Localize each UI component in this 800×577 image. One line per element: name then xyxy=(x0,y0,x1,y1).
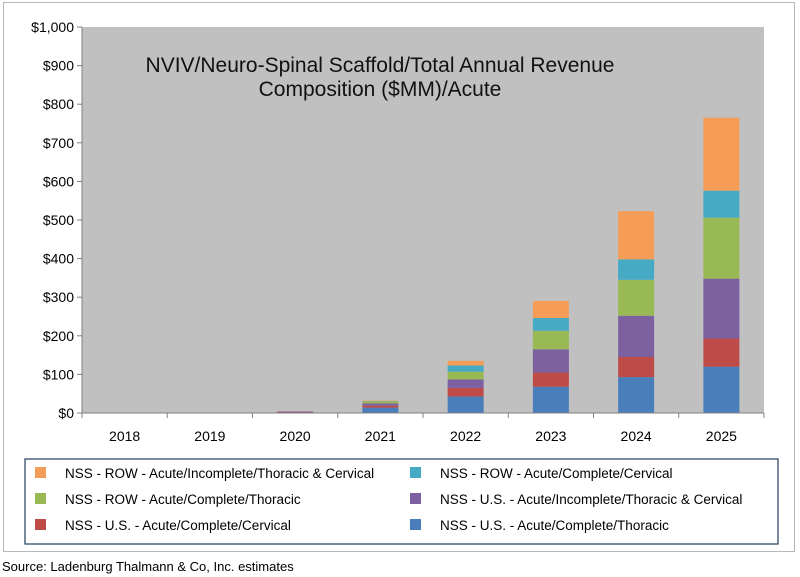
y-tick-label: $500 xyxy=(43,212,74,228)
y-tick-label: $400 xyxy=(43,251,74,267)
bar-2025-series-4 xyxy=(703,190,740,218)
bar-2023-series-1 xyxy=(532,372,569,387)
legend-label-3: NSS - ROW - Acute/Complete/Thoracic xyxy=(65,492,301,507)
legend-swatch-4 xyxy=(410,467,421,478)
legend-label-4: NSS - ROW - Acute/Complete/Cervical xyxy=(440,466,673,481)
bar-2022-series-2 xyxy=(447,379,484,388)
y-tick-label: $800 xyxy=(43,96,74,112)
legend-label-2: NSS - U.S. - Acute/Incomplete/Thoracic &… xyxy=(440,492,742,507)
x-tick-label-2022: 2022 xyxy=(450,428,481,444)
legend-swatch-3 xyxy=(35,493,46,504)
bar-2022-series-4 xyxy=(447,365,484,372)
y-tick-label: $600 xyxy=(43,173,74,189)
bar-2024-series-5 xyxy=(618,211,655,260)
bar-2024-series-1 xyxy=(618,357,655,378)
chart-title-line-1: NVIV/Neuro-Spinal Scaffold/Total Annual … xyxy=(146,54,615,77)
y-tick-label: $900 xyxy=(43,58,74,74)
y-tick-label: $700 xyxy=(43,135,74,151)
legend-label-1: NSS - U.S. - Acute/Complete/Cervical xyxy=(65,518,291,533)
legend-label-5: NSS - ROW - Acute/Incomplete/Thoracic & … xyxy=(65,466,374,481)
bar-2022-series-5 xyxy=(447,360,484,366)
bar-2023-series-5 xyxy=(532,301,569,319)
bar-2025-series-0 xyxy=(703,366,740,413)
bar-layer xyxy=(277,117,740,413)
chart-title-line-2: Composition ($MM)/Acute xyxy=(259,78,502,101)
bar-2021-series-5 xyxy=(362,400,399,402)
legend-swatch-5 xyxy=(35,467,46,478)
bar-2022-series-3 xyxy=(447,371,484,380)
bar-2021-series-2 xyxy=(362,403,399,406)
legend: NSS - ROW - Acute/Incomplete/Thoracic & … xyxy=(35,466,742,533)
legend-box xyxy=(24,458,779,545)
bar-2025-series-2 xyxy=(703,278,740,339)
y-tick-label: $0 xyxy=(58,405,74,421)
y-tick-label: $200 xyxy=(43,328,74,344)
bar-2021-series-4 xyxy=(362,401,399,402)
x-tick-label-2024: 2024 xyxy=(621,428,652,444)
bar-2021-series-0 xyxy=(362,407,399,413)
y-tick-label: $1,000 xyxy=(31,19,74,35)
x-tick-label-2019: 2019 xyxy=(194,428,225,444)
bar-2021-series-3 xyxy=(362,401,399,404)
x-tick-label-2018: 2018 xyxy=(109,428,140,444)
bar-2024-series-4 xyxy=(618,259,655,280)
x-tick-label-2021: 2021 xyxy=(365,428,396,444)
legend-swatch-2 xyxy=(410,493,421,504)
legend-label-0: NSS - U.S. - Acute/Complete/Thoracic xyxy=(440,518,669,533)
x-tick-label-2023: 2023 xyxy=(535,428,566,444)
bar-2024-series-3 xyxy=(618,279,655,316)
bar-2021-series-1 xyxy=(362,405,399,408)
bar-2024-series-2 xyxy=(618,315,655,358)
bar-2023-series-4 xyxy=(532,318,569,331)
bar-2024-series-0 xyxy=(618,377,655,413)
x-tick-label-2020: 2020 xyxy=(280,428,311,444)
bar-2020-series-1 xyxy=(277,411,314,413)
x-axis-ticks: 2018 2019 2020 2021 2022 2023 2024 2025 xyxy=(81,413,765,444)
bar-2020-series-2 xyxy=(277,411,314,413)
y-axis-ticks: $0 $100 $200 $300 $400 $500 $600 $700 $800 $900 $1… xyxy=(31,19,82,421)
bar-2023-series-0 xyxy=(532,386,569,413)
legend-swatch-0 xyxy=(410,519,421,530)
y-tick-label: $100 xyxy=(43,366,74,382)
bar-2023-series-3 xyxy=(532,330,569,350)
y-tick-label: $300 xyxy=(43,289,74,305)
x-tick-label-2025: 2025 xyxy=(706,428,737,444)
bar-2023-series-2 xyxy=(532,349,569,373)
source-note: Source: Ladenburg Thalmann & Co, Inc. es… xyxy=(2,559,294,574)
bar-2025-series-1 xyxy=(703,338,740,367)
legend-swatch-1 xyxy=(35,519,46,530)
bar-2025-series-5 xyxy=(703,117,740,191)
bar-2025-series-3 xyxy=(703,217,740,279)
bar-2022-series-1 xyxy=(447,387,484,397)
bar-2022-series-0 xyxy=(447,396,484,413)
